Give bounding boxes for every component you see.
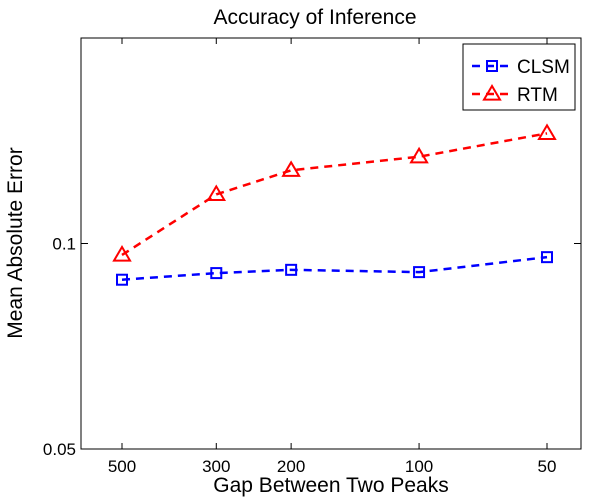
chart-title: Accuracy of Inference: [213, 6, 416, 29]
series-layer: [112, 123, 557, 286]
y-tick-label: 0.1: [52, 235, 76, 254]
legend: CLSM RTM: [462, 43, 576, 111]
y-axis: 0.05 0.1: [43, 235, 581, 459]
x-tick-label: 100: [405, 457, 433, 476]
data-point-rtm: [537, 123, 557, 140]
x-tick-label: 500: [108, 457, 136, 476]
x-axis-label: Gap Between Two Peaks: [213, 474, 448, 497]
data-point-clsm: [285, 263, 298, 276]
x-tick-label: 200: [277, 457, 305, 476]
x-tick-label: 300: [202, 457, 230, 476]
data-point-clsm: [541, 251, 553, 264]
data-point-rtm: [112, 245, 132, 262]
legend-marker-clsm: [486, 60, 498, 72]
series-rtm: [112, 123, 557, 262]
data-point-clsm: [116, 273, 128, 286]
legend-box: [462, 43, 576, 111]
series-clsm: [116, 251, 553, 286]
x-tick-label: 50: [538, 457, 557, 476]
y-axis-label: Mean Absolute Error: [4, 147, 27, 338]
data-point-clsm: [413, 266, 426, 279]
y-tick-label: 0.05: [43, 440, 76, 459]
x-axis: 500 300 200 100 50: [108, 38, 557, 476]
series-line-clsm: [121, 255, 548, 281]
data-point-rtm: [409, 146, 429, 164]
data-point-rtm: [281, 160, 301, 177]
series-line-rtm: [121, 132, 548, 257]
legend-label-rtm: RTM: [517, 85, 558, 106]
data-point-clsm: [210, 267, 223, 280]
data-point-rtm: [206, 184, 227, 202]
legend-marker-rtm: [482, 84, 502, 101]
legend-label-clsm: CLSM: [517, 57, 570, 78]
